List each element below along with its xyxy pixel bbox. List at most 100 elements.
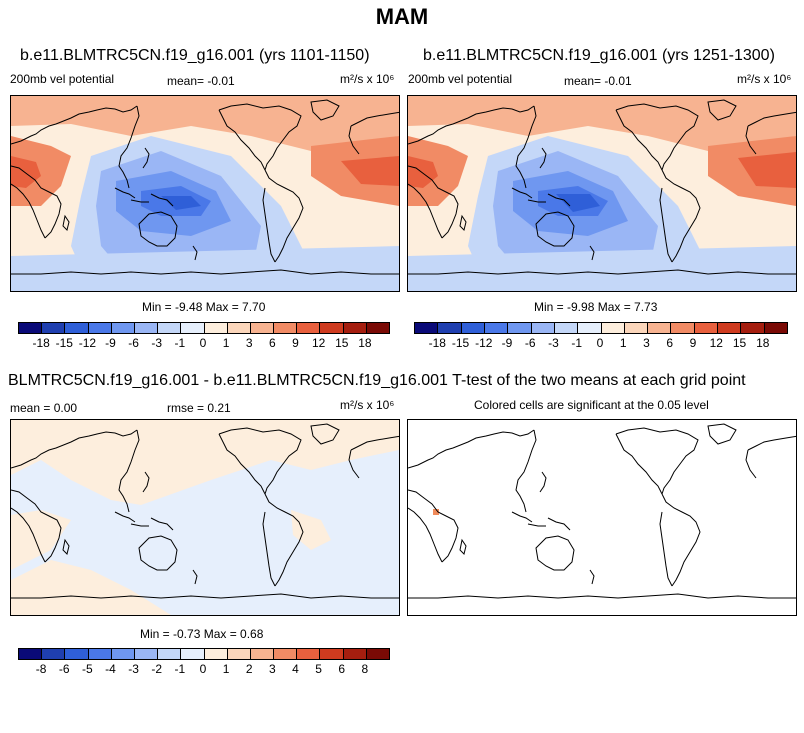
colorbar-cell xyxy=(250,323,275,333)
colorbar-tick-label: -6 xyxy=(128,336,139,350)
colorbar-cell xyxy=(111,649,135,659)
colorbar-cell xyxy=(648,323,672,333)
colorbar-cell xyxy=(274,323,298,333)
top-left-colorbar xyxy=(18,322,390,334)
colorbar-cell xyxy=(111,323,135,333)
colorbar-tick-label: 6 xyxy=(666,336,674,350)
colorbar-tick-label: 8 xyxy=(361,662,369,676)
colorbar-tick-label: 2 xyxy=(245,662,253,676)
negative-band-min xyxy=(556,194,600,212)
colorbar-tick-label: -3 xyxy=(128,662,139,676)
colorbar-cell xyxy=(158,649,182,659)
colorbar-cell xyxy=(19,323,43,333)
negative-band-min xyxy=(161,196,201,210)
colorbar-tick-label: -12 xyxy=(78,336,97,350)
colorbar-cell xyxy=(764,323,787,333)
colorbar-cell xyxy=(508,323,532,333)
colorbar-tick-label: 0 xyxy=(596,336,604,350)
top-right-colorbar-labels: -18 -15 -12 -9 -6 -3 -1 0 1 3 6 9 12 15 18 xyxy=(414,336,786,350)
colorbar-cell xyxy=(366,649,389,659)
colorbar-cell xyxy=(88,323,112,333)
positive-band-north xyxy=(11,96,399,151)
top-right-map-svg xyxy=(408,96,796,291)
southern-ocean-band xyxy=(408,246,796,291)
top-left-title: b.e11.BLMTRC5CN.f19_g16.001 (yrs 1101-11… xyxy=(20,47,370,64)
map-background xyxy=(408,420,796,615)
colorbar-cell xyxy=(671,323,695,333)
colorbar-tick-label: -1 xyxy=(174,662,186,676)
positive-band-africa xyxy=(11,136,71,206)
colorbar-tick-label: -18 xyxy=(32,336,50,350)
colorbar-tick-label: -3 xyxy=(151,336,163,350)
top-right-mean-label: mean= -0.01 xyxy=(564,74,632,88)
positive-core-atlantic xyxy=(738,152,796,188)
colorbar-cell xyxy=(554,323,579,333)
colorbar-tick-label: -6 xyxy=(58,662,70,676)
colorbar-tick-label: -4 xyxy=(105,662,116,676)
top-left-units-label: m²/s x 10⁶ xyxy=(340,72,395,86)
colorbar-tick-label: 18 xyxy=(358,336,372,350)
colorbar-tick-label: -9 xyxy=(501,336,513,350)
colorbar-tick-label: -1 xyxy=(571,336,583,350)
top-left-minmax: Min = -9.48 Max = 7.70 xyxy=(142,300,266,314)
colorbar-tick-label: -15 xyxy=(451,336,470,350)
colorbar-tick-label: -15 xyxy=(55,336,73,350)
colorbar-cell xyxy=(42,649,66,659)
colorbar-tick-label: 15 xyxy=(732,336,747,350)
colorbar-cell xyxy=(19,649,43,659)
colorbar-tick-label: 1 xyxy=(222,662,230,676)
top-left-mean-label: mean= -0.01 xyxy=(167,74,235,88)
southern-ocean-band xyxy=(11,246,399,291)
positive-diff-region-samerica xyxy=(291,510,331,550)
colorbar-tick-label: 18 xyxy=(756,336,770,350)
ttest-note: Colored cells are significant at the 0.0… xyxy=(474,398,709,412)
top-right-units-label: m²/s x 10⁶ xyxy=(737,72,792,86)
top-right-variable-label: 200mb vel potential xyxy=(408,72,513,86)
colorbar-tick-label: -18 xyxy=(428,336,446,350)
colorbar-cell xyxy=(134,649,159,659)
colorbar-cell xyxy=(227,323,251,333)
colorbar-cell xyxy=(438,323,462,333)
colorbar-tick-label: 15 xyxy=(335,336,349,350)
ttest-map xyxy=(407,419,797,616)
colorbar-cell xyxy=(343,649,367,659)
colorbar-cell xyxy=(204,649,228,659)
top-right-minmax: Min = -9.98 Max = 7.73 xyxy=(534,300,658,314)
colorbar-cell xyxy=(297,323,321,333)
colorbar-cell xyxy=(320,323,344,333)
colorbar-cell xyxy=(484,323,509,333)
positive-band-north xyxy=(408,96,796,151)
ttest-map-svg xyxy=(408,420,796,615)
difference-map xyxy=(10,419,400,616)
significant-cell xyxy=(433,509,439,515)
top-right-title: b.e11.BLMTRC5CN.f19_g16.001 (yrs 1251-13… xyxy=(423,47,775,64)
colorbar-cell xyxy=(718,323,742,333)
colorbar-cell xyxy=(42,323,66,333)
colorbar-cell xyxy=(158,323,182,333)
colorbar-cell xyxy=(88,649,112,659)
colorbar-tick-label: -1 xyxy=(174,336,186,350)
colorbar-cell xyxy=(320,649,344,659)
colorbar-cell xyxy=(65,649,89,659)
colorbar-tick-label: 6 xyxy=(269,336,276,350)
positive-diff-region-south xyxy=(11,560,171,615)
colorbar-cell xyxy=(366,323,389,333)
colorbar-tick-label: 9 xyxy=(292,336,299,350)
colorbar-tick-label: 6 xyxy=(338,662,346,676)
colorbar-tick-label: 3 xyxy=(245,336,253,350)
colorbar-tick-label: -3 xyxy=(548,336,559,350)
colorbar-cell xyxy=(461,323,485,333)
colorbar-tick-label: -8 xyxy=(35,662,47,676)
colorbar-tick-label: -6 xyxy=(524,336,536,350)
colorbar-tick-label: 3 xyxy=(269,662,276,676)
bottom-title: BLMTRC5CN.f19_g16.001 - b.e11.BLMTRC5CN.… xyxy=(8,372,746,389)
difference-map-svg xyxy=(11,420,399,615)
colorbar-tick-label: 1 xyxy=(619,336,627,350)
colorbar-tick-label: 1 xyxy=(222,336,230,350)
bottom-minmax: Min = -0.73 Max = 0.68 xyxy=(140,627,264,641)
top-left-variable-label: 200mb vel potential xyxy=(10,72,115,86)
colorbar-cell xyxy=(250,649,275,659)
colorbar-tick-label: 0 xyxy=(199,662,207,676)
positive-band-africa xyxy=(408,136,468,206)
top-left-colorbar-labels: -18 -15 -12 -9 -6 -3 -1 0 1 3 6 9 12 15 18 xyxy=(18,336,388,350)
